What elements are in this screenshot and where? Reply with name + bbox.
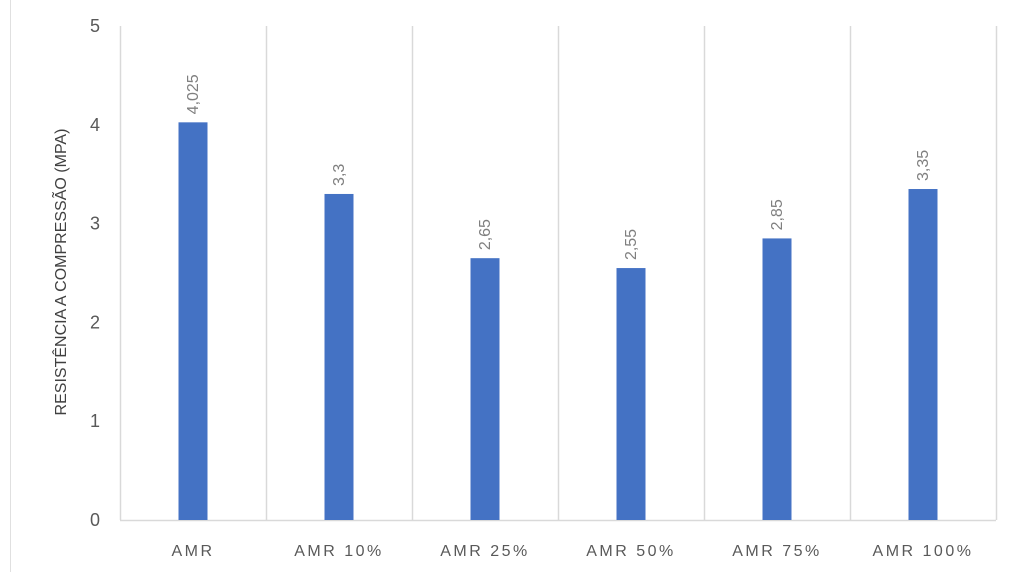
grid-layer (119, 26, 998, 522)
data-label: 3,3 (331, 164, 348, 186)
x-category-label: AMR (171, 543, 214, 560)
frame-left-border (10, 0, 11, 572)
x-category-labels: AMR AMR 10% AMR 25% AMR 50% AMR 75% AMR 100% (171, 543, 974, 560)
bar (324, 193, 354, 520)
bar-layer (178, 122, 938, 521)
data-label: 3,35 (915, 150, 932, 181)
data-labels: 4,025 3,3 2,65 2,55 2,85 3,35 (185, 74, 932, 260)
y-axis-title: RESISTÊNCIA A COMPRESSÃO (MPA) (50, 129, 70, 416)
bar (470, 258, 500, 520)
x-category-label: AMR 100% (873, 543, 974, 560)
y-tick-label: 0 (90, 510, 100, 530)
x-category-label: AMR 25% (440, 543, 530, 560)
bar (178, 122, 208, 520)
bar (762, 238, 792, 521)
y-tick-labels: 0 1 2 3 4 5 (90, 16, 100, 530)
y-tick-label: 1 (90, 411, 100, 431)
data-label: 2,55 (623, 229, 640, 260)
y-tick-label: 5 (90, 16, 100, 36)
y-tick-label: 3 (90, 214, 100, 234)
y-tick-label: 4 (90, 115, 100, 135)
x-category-label: AMR 50% (586, 543, 676, 560)
data-label: 4,025 (185, 74, 202, 114)
bar (908, 189, 938, 520)
y-tick-label: 2 (90, 312, 100, 332)
bar (616, 268, 646, 520)
data-label: 2,85 (769, 199, 786, 230)
x-category-label: AMR 10% (294, 543, 384, 560)
x-category-label: AMR 75% (732, 543, 822, 560)
data-label: 2,65 (477, 219, 494, 250)
